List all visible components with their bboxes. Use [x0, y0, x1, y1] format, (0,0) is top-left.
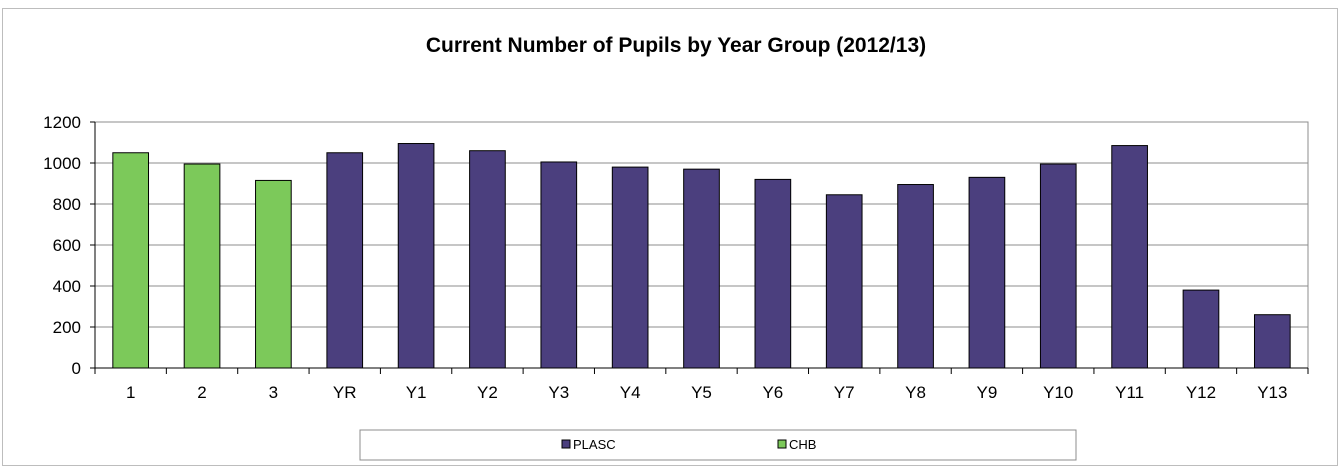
bar [183, 163, 221, 369]
y-tick-label: 0 [72, 359, 81, 378]
legend-box [359, 429, 1077, 461]
bars [112, 143, 1291, 369]
y-tick-label: 200 [53, 318, 81, 337]
x-tick-label: YR [333, 383, 357, 402]
x-tick-label: Y12 [1186, 383, 1216, 402]
bar [397, 143, 435, 369]
y-tick-label: 400 [53, 277, 81, 296]
y-axis: 0 200 400 600 800 1000 1200 [43, 113, 96, 378]
bar [897, 184, 934, 369]
legend-swatch [777, 439, 787, 449]
bar [112, 152, 150, 369]
bar [968, 176, 1006, 369]
legend-swatch [561, 439, 571, 449]
x-tick-label: 3 [269, 383, 278, 402]
x-tick-label: Y10 [1043, 383, 1073, 402]
bar [469, 150, 506, 369]
x-tick-label: Y1 [406, 383, 427, 402]
bar [1182, 289, 1220, 369]
y-tick-label: 1000 [43, 154, 81, 173]
bar [1039, 163, 1077, 369]
x-tick-label: Y6 [762, 383, 783, 402]
x-tick-label: Y9 [977, 383, 998, 402]
bar [754, 178, 792, 369]
bar [255, 179, 292, 369]
legend-label: PLASC [573, 437, 616, 452]
x-tick-label: Y3 [548, 383, 569, 402]
y-tick-label: 600 [53, 236, 81, 255]
chart-title: Current Number of Pupils by Year Group (… [426, 34, 926, 57]
y-tick-label: 1200 [43, 113, 81, 132]
bar [326, 152, 364, 369]
y-tick-label: 800 [53, 195, 81, 214]
bar [540, 161, 578, 369]
x-tick-label: Y7 [834, 383, 855, 402]
x-tick-label: Y2 [477, 383, 498, 402]
x-axis: 1 2 3 YR Y1 Y2 Y3 Y4 Y5 Y6 Y7 Y8 Y9 Y10 Y11 Y12 Y13 [94, 367, 1309, 402]
bar [825, 194, 863, 369]
x-tick-label: 1 [126, 383, 135, 402]
bar [611, 166, 649, 369]
bar [683, 168, 720, 369]
legend: PLASC CHB [359, 429, 1077, 461]
legend-label: CHB [789, 437, 816, 452]
x-tick-label: 2 [197, 383, 206, 402]
x-tick-label: Y5 [691, 383, 712, 402]
x-tick-label: Y4 [620, 383, 641, 402]
x-tick-label: Y11 [1115, 383, 1144, 402]
bar [1253, 314, 1291, 369]
x-tick-label: Y8 [905, 383, 926, 402]
x-tick-label: Y13 [1257, 383, 1287, 402]
bar [1111, 145, 1148, 369]
